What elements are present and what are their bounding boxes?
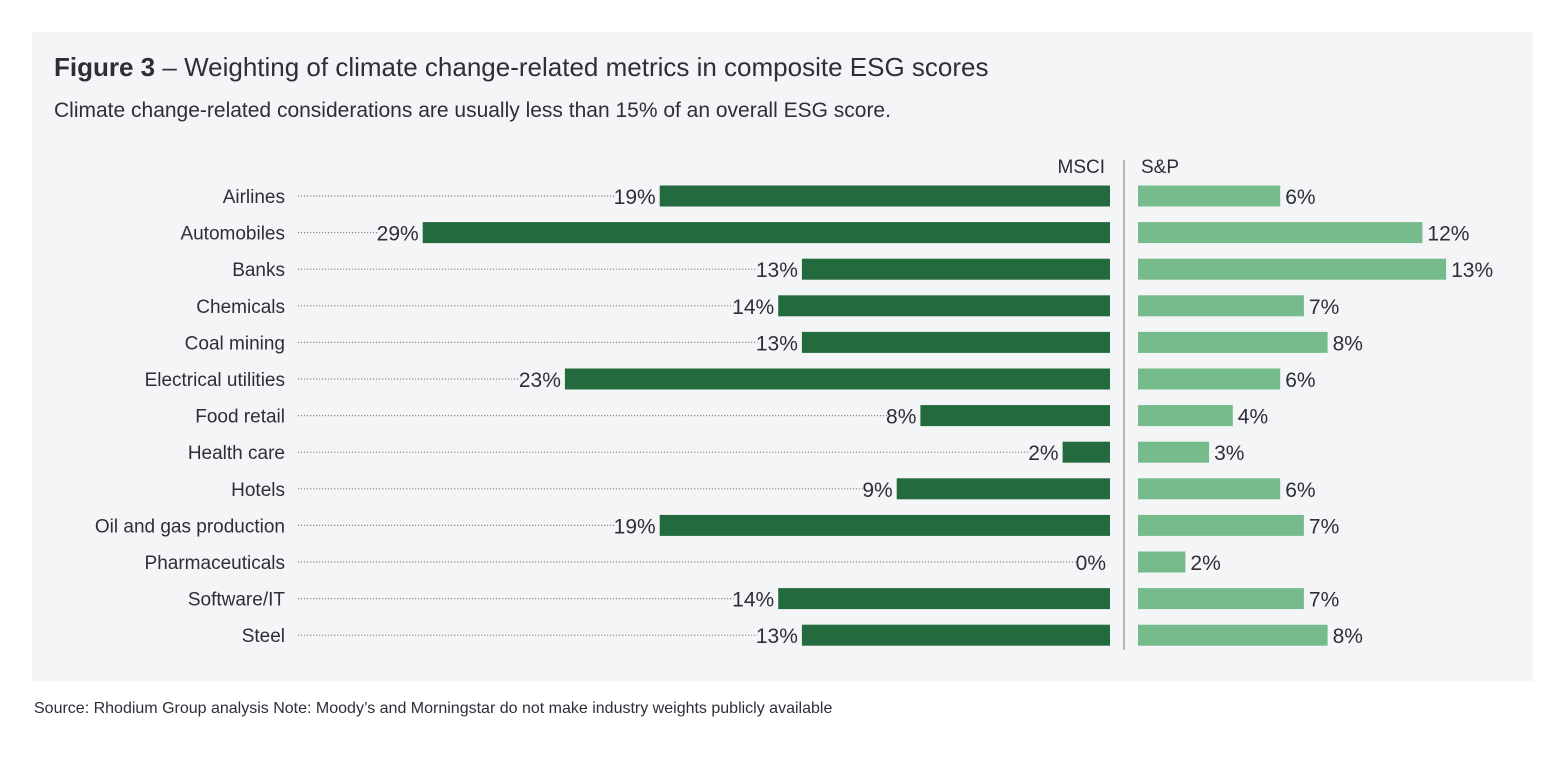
msci-bar-oil-and-gas-production — [659, 514, 1110, 536]
sp-bar-airlines — [1138, 185, 1281, 207]
category-label-steel: Steel — [242, 626, 285, 647]
figure-title-text: Weighting of climate change-related metr… — [184, 52, 989, 82]
sp-bar-banks — [1138, 258, 1447, 280]
sp-value-chemicals: 7% — [1309, 296, 1339, 319]
category-label-food-retail: Food retail — [195, 407, 285, 428]
msci-bar-software-it — [778, 588, 1110, 610]
msci-value-software-it: 14% — [732, 589, 774, 612]
msci-value-airlines: 19% — [614, 186, 656, 209]
category-label-pharmaceuticals: Pharmaceuticals — [145, 553, 285, 574]
msci-bar-health-care — [1062, 441, 1110, 463]
category-label-coal-mining: Coal mining — [185, 333, 285, 354]
title-separator: – — [155, 52, 185, 82]
figure-label: Figure 3 — [54, 52, 156, 82]
sp-bar-food-retail — [1138, 405, 1233, 427]
sp-bar-electrical-utilities — [1138, 368, 1281, 390]
sp-bar-hotels — [1138, 478, 1281, 500]
sp-bar-chemicals — [1138, 295, 1304, 317]
source-note: Source: Rhodium Group analysis Note: Moo… — [34, 700, 833, 717]
msci-value-automobiles: 29% — [377, 223, 419, 246]
chart-title: Figure 3 – Weighting of climate change-r… — [54, 50, 989, 84]
category-label-hotels: Hotels — [231, 480, 285, 501]
sp-bar-steel — [1138, 624, 1328, 646]
sp-bar-automobiles — [1138, 222, 1423, 244]
sp-value-health-care: 3% — [1214, 442, 1244, 465]
sp-value-electrical-utilities: 6% — [1285, 369, 1315, 392]
category-label-chemicals: Chemicals — [196, 297, 285, 318]
sp-value-steel: 8% — [1333, 625, 1363, 648]
msci-bar-airlines — [659, 185, 1110, 207]
sp-value-pharmaceuticals: 2% — [1190, 552, 1220, 575]
sp-bar-pharmaceuticals — [1138, 551, 1186, 573]
sp-value-oil-and-gas-production: 7% — [1309, 515, 1339, 538]
sp-value-automobiles: 12% — [1427, 223, 1469, 246]
msci-bar-banks — [801, 258, 1110, 280]
category-label-oil-and-gas-production: Oil and gas production — [95, 516, 285, 537]
sp-value-food-retail: 4% — [1238, 406, 1268, 429]
msci-bar-chemicals — [778, 295, 1110, 317]
msci-bar-steel — [801, 624, 1110, 646]
msci-value-food-retail: 8% — [886, 406, 916, 429]
sp-bar-oil-and-gas-production — [1138, 514, 1304, 536]
sp-value-airlines: 6% — [1285, 186, 1315, 209]
sp-value-coal-mining: 8% — [1333, 332, 1363, 355]
msci-value-hotels: 9% — [862, 479, 892, 502]
msci-value-banks: 13% — [756, 259, 798, 282]
sp-value-software-it: 7% — [1309, 589, 1339, 612]
series-header-sp: S&P — [1141, 157, 1179, 178]
msci-value-steel: 13% — [756, 625, 798, 648]
msci-bar-coal-mining — [801, 331, 1110, 353]
sp-value-banks: 13% — [1451, 259, 1493, 282]
sp-bar-health-care — [1138, 441, 1210, 463]
sp-bar-software-it — [1138, 588, 1304, 610]
category-label-banks: Banks — [232, 260, 285, 281]
category-label-electrical-utilities: Electrical utilities — [145, 370, 285, 391]
msci-bar-electrical-utilities — [564, 368, 1110, 390]
msci-bar-automobiles — [422, 222, 1110, 244]
category-label-airlines: Airlines — [223, 187, 285, 208]
msci-bar-hotels — [896, 478, 1110, 500]
sp-value-hotels: 6% — [1285, 479, 1315, 502]
msci-value-electrical-utilities: 23% — [519, 369, 561, 392]
msci-bar-food-retail — [920, 405, 1110, 427]
sp-bar-coal-mining — [1138, 331, 1328, 353]
chart-panel — [32, 32, 1533, 681]
chart-subtitle: Climate change-related considerations ar… — [54, 99, 891, 122]
series-header-msci: MSCI — [1058, 157, 1106, 178]
msci-value-health-care: 2% — [1028, 442, 1058, 465]
msci-value-pharmaceuticals: 0% — [1076, 552, 1106, 575]
category-label-health-care: Health care — [188, 443, 285, 464]
category-label-automobiles: Automobiles — [180, 224, 285, 245]
msci-value-coal-mining: 13% — [756, 332, 798, 355]
category-label-software-it: Software/IT — [188, 590, 286, 611]
msci-value-oil-and-gas-production: 19% — [614, 515, 656, 538]
msci-value-chemicals: 14% — [732, 296, 774, 319]
